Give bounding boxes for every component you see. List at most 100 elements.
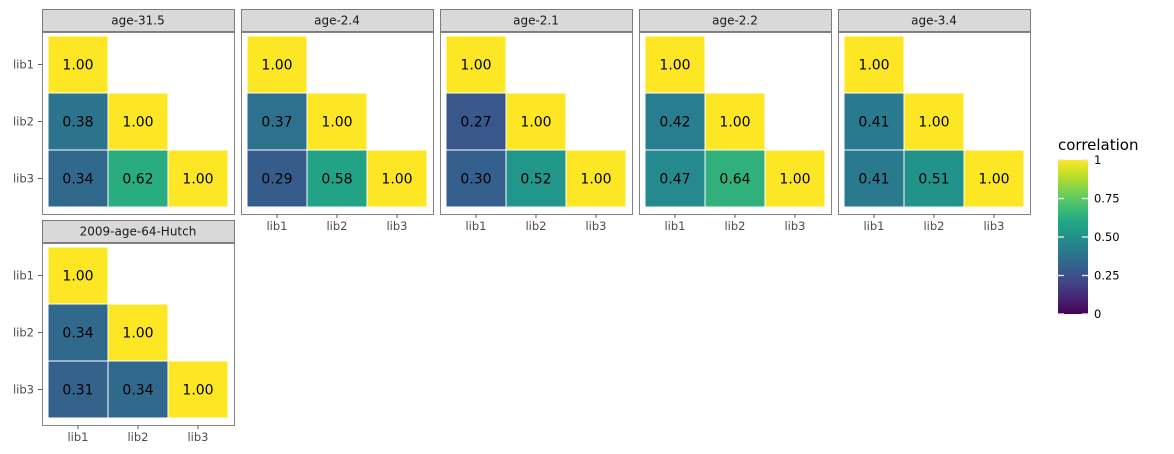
cell-value-label: 0.64 [719, 172, 750, 188]
x-tick-label: lib1 [266, 219, 287, 233]
heatmap-cell [644, 35, 706, 94]
facet-strip [639, 9, 832, 32]
heatmap-cell [107, 360, 169, 419]
cell-value-label: 0.38 [62, 115, 93, 131]
cell-value-label: 0.42 [659, 115, 690, 131]
x-tick-label: lib1 [67, 430, 88, 444]
facet-title: age-31.5 [111, 14, 164, 28]
colorbar-tick-label: 0.50 [1094, 230, 1120, 244]
x-tick-label: lib1 [465, 219, 486, 233]
heatmap-cell [306, 149, 368, 208]
x-tick-label: lib3 [983, 219, 1004, 233]
x-tick-label: lib2 [127, 430, 148, 444]
facet-title: 2009-age-64-Hutch [80, 225, 197, 239]
cell-value-label: 1.00 [460, 58, 491, 74]
cell-value-label: 0.37 [261, 115, 292, 131]
y-tick-label: lib2 [13, 115, 34, 129]
facet-panel: age-2.1 1.00 0.27 1.00 0.30 0.52 1.00 lib1 lib2 l… [440, 9, 633, 233]
y-tick-label: lib3 [13, 172, 34, 186]
x-tick-label: lib3 [187, 430, 208, 444]
x-tick-label: lib2 [525, 219, 546, 233]
facet-title: age-2.1 [513, 14, 559, 28]
heatmap-cell [47, 246, 109, 305]
heatmap-cell [963, 149, 1025, 208]
x-tick-label: lib2 [923, 219, 944, 233]
facet-strip [440, 9, 633, 32]
colorbar-tick-label: 0.25 [1094, 269, 1120, 283]
cell-value-label: 0.31 [62, 383, 93, 399]
heatmap-cell [366, 149, 428, 208]
heatmap-cell [505, 92, 567, 151]
facet-strip [838, 9, 1031, 32]
facet-strip [241, 9, 434, 32]
x-tick-label: lib3 [585, 219, 606, 233]
cell-value-label: 1.00 [719, 115, 750, 131]
y-tick-label: lib1 [13, 269, 34, 283]
facet-panels: age-31.5 1.00 0.38 1.00 0.34 0.62 1.00 lib1 lib2… [13, 9, 1031, 444]
cell-value-label: 0.29 [261, 172, 292, 188]
heatmap-cell [246, 92, 308, 151]
heatmap-cell [505, 149, 567, 208]
heatmap-cell [47, 92, 109, 151]
cell-value-label: 1.00 [580, 172, 611, 188]
heatmap-cell [445, 92, 507, 151]
cell-value-label: 0.58 [321, 172, 352, 188]
cell-value-label: 0.34 [122, 383, 153, 399]
x-tick-label: lib1 [664, 219, 685, 233]
cell-value-label: 1.00 [918, 115, 949, 131]
cell-value-label: 1.00 [659, 58, 690, 74]
x-tick-label: lib3 [784, 219, 805, 233]
heatmap-cell [47, 35, 109, 94]
y-tick-label: lib1 [13, 58, 34, 72]
facet-title: age-3.4 [911, 14, 957, 28]
cell-value-label: 0.41 [858, 115, 889, 131]
legend-title: correlation [1058, 136, 1139, 154]
colorbar-legend: correlation 0 0.25 0.50 0.75 1 [1058, 136, 1139, 321]
cell-value-label: 0.27 [460, 115, 491, 131]
heatmap-cell [306, 92, 368, 151]
cell-value-label: 1.00 [321, 115, 352, 131]
facet-panel: age-2.4 1.00 0.37 1.00 0.29 0.58 1.00 lib1 lib2 l… [241, 9, 434, 233]
cell-value-label: 0.34 [62, 326, 93, 342]
cell-value-label: 1.00 [62, 58, 93, 74]
heatmap-cell [644, 92, 706, 151]
cell-value-label: 1.00 [182, 383, 213, 399]
colorbar-tick-label: 0.75 [1094, 192, 1120, 206]
cell-value-label: 0.34 [62, 172, 93, 188]
facet-strip [42, 220, 235, 243]
heatmap-cell [644, 149, 706, 208]
facet-panel: age-31.5 1.00 0.38 1.00 0.34 0.62 1.00 lib1 lib2… [13, 9, 235, 215]
cell-value-label: 0.51 [918, 172, 949, 188]
heatmap-cell [565, 149, 627, 208]
heatmap-cell [903, 149, 965, 208]
x-tick-label: lib2 [326, 219, 347, 233]
cell-value-label: 0.41 [858, 172, 889, 188]
heatmap-cell [843, 35, 905, 94]
cell-value-label: 0.62 [122, 172, 153, 188]
x-tick-label: lib2 [724, 219, 745, 233]
facet-panel: age-3.4 1.00 0.41 1.00 0.41 0.51 1.00 lib1 lib2 l… [838, 9, 1031, 233]
cell-value-label: 1.00 [381, 172, 412, 188]
x-tick-label: lib1 [863, 219, 884, 233]
heatmap-cell [107, 303, 169, 362]
facet-panel: 2009-age-64-Hutch 1.00 0.34 1.00 0.31 0.34 1.0… [13, 220, 235, 444]
heatmap-cell [167, 149, 229, 208]
facet-panel: age-2.2 1.00 0.42 1.00 0.47 0.64 1.00 lib1 lib2 l… [639, 9, 832, 233]
cell-value-label: 1.00 [779, 172, 810, 188]
heatmap-cell [47, 149, 109, 208]
heatmap-cell [704, 149, 766, 208]
facet-strip [42, 9, 235, 32]
cell-value-label: 0.30 [460, 172, 491, 188]
x-tick-label: lib3 [386, 219, 407, 233]
cell-value-label: 1.00 [978, 172, 1009, 188]
heatmap-cell [843, 92, 905, 151]
heatmap-cell [246, 35, 308, 94]
cell-value-label: 1.00 [520, 115, 551, 131]
cell-value-label: 1.00 [858, 58, 889, 74]
facet-title: age-2.4 [314, 14, 360, 28]
cell-value-label: 1.00 [122, 326, 153, 342]
cell-value-label: 0.47 [659, 172, 690, 188]
facet-title: age-2.2 [712, 14, 758, 28]
heatmap-cell [107, 149, 169, 208]
